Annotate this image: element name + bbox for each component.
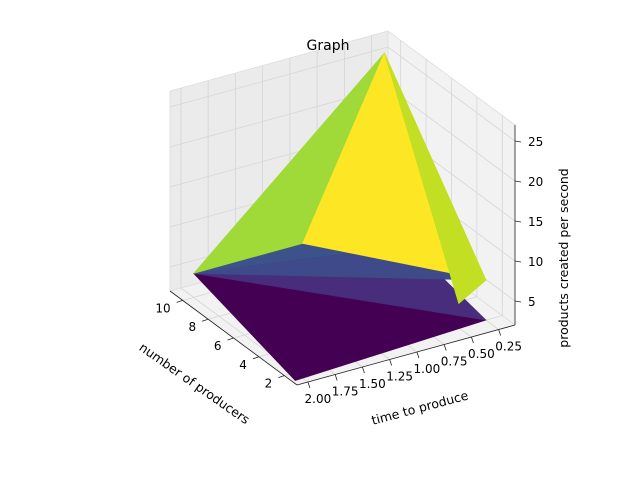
- z-tick-label: 25: [528, 135, 543, 149]
- y-tick-label: 0.75: [441, 355, 468, 369]
- x-tick-label: 10: [155, 301, 170, 315]
- y-axis-line: [296, 324, 516, 386]
- x-tick-label: 8: [188, 320, 196, 334]
- y-tick-mark: [416, 351, 420, 359]
- grid-line-y: [180, 88, 309, 383]
- z-tick-label: 20: [528, 175, 543, 189]
- x-tick-mark: [278, 375, 285, 378]
- x-tick-mark: [252, 356, 260, 360]
- x-tick-label: 6: [214, 339, 222, 353]
- y-tick-mark: [389, 359, 393, 366]
- y-tick-mark: [471, 336, 474, 344]
- y-tick-label: 2.00: [305, 392, 332, 406]
- y-tick-label: 0.50: [468, 347, 495, 361]
- surface: [193, 52, 487, 381]
- x-tick-label: 2: [265, 377, 273, 391]
- z-tick-label: 5: [528, 295, 536, 309]
- z-tick-label: 15: [528, 215, 543, 229]
- y-tick-mark: [334, 374, 338, 381]
- z-tick-mark: [514, 300, 522, 303]
- y-tick-mark: [498, 329, 502, 336]
- x-tick-label: 4: [239, 358, 247, 372]
- x-tick-mark: [201, 318, 209, 322]
- y-tick-label: 1.00: [414, 362, 441, 376]
- y-tick-mark: [307, 381, 311, 389]
- y-tick-label: 1.50: [359, 377, 386, 391]
- z-tick-mark: [514, 220, 522, 223]
- y-tick-mark: [362, 366, 365, 374]
- y-axis-label: time to produce: [370, 387, 470, 427]
- z-tick-mark: [514, 180, 522, 183]
- z-tick-mark: [514, 260, 522, 263]
- y-tick-label: 0.25: [495, 340, 522, 354]
- x-tick-mark: [227, 337, 234, 341]
- z-tick-mark: [514, 140, 522, 143]
- chart-title: Graph: [307, 38, 350, 54]
- axis-ticks: 2 4 6 8 10 0.250.500.751.001.251.501.752.00 5 1…: [155, 125, 543, 406]
- x-axis-label: number of producers: [136, 340, 252, 428]
- z-tick-label: 10: [528, 255, 543, 269]
- y-tick-label: 1.25: [386, 370, 413, 384]
- y-tick-mark: [443, 344, 447, 351]
- y-tick-label: 1.75: [332, 385, 359, 399]
- surface-face: [384, 52, 487, 304]
- x-tick-mark: [176, 300, 183, 303]
- z-axis-label: products created per second: [556, 168, 571, 347]
- grid-line-z: [169, 46, 516, 142]
